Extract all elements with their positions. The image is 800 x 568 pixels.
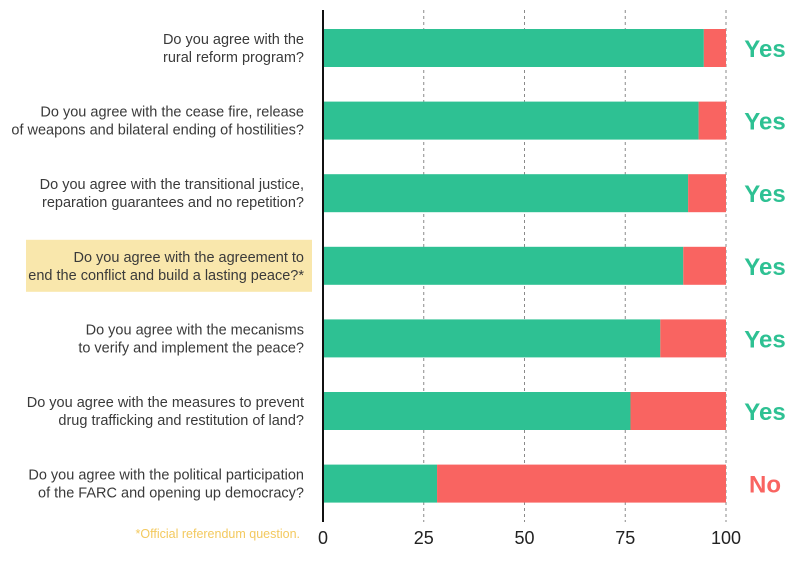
- bar-no: [688, 174, 726, 213]
- x-tick-label: 75: [615, 528, 635, 548]
- question-label: Do you agree with the rural reform progra…: [163, 32, 304, 66]
- bar-no: [698, 101, 726, 140]
- bar-yes: [323, 319, 661, 358]
- verdict-label: Yes: [744, 399, 785, 426]
- bar-yes: [323, 174, 689, 213]
- bar-no: [703, 29, 726, 67]
- verdict-label: Yes: [744, 36, 785, 63]
- verdict-label: Yes: [744, 181, 785, 208]
- verdict-label: Yes: [744, 109, 785, 136]
- bar-yes: [323, 101, 699, 140]
- bar-no: [437, 464, 726, 503]
- verdict-label: No: [749, 472, 781, 499]
- bar-no: [660, 319, 726, 358]
- question-label: Do you agree with the agreement to end th…: [28, 250, 304, 284]
- bar-yes: [323, 392, 631, 430]
- x-tick-label: 100: [711, 528, 741, 548]
- verdict-label: Yes: [744, 326, 785, 353]
- bar-no: [683, 246, 726, 285]
- bar-yes: [323, 29, 704, 67]
- question-label: Do you agree with the transitional justi…: [40, 177, 304, 211]
- x-tick-label: 0: [318, 528, 328, 548]
- question-label: Do you agree with the measures to preven…: [27, 395, 304, 429]
- x-tick-label: 25: [414, 528, 434, 548]
- bar-no: [630, 392, 726, 430]
- highlight-box: [26, 239, 312, 292]
- bar-yes: [323, 246, 684, 285]
- question-label: Do you agree with the cease fire, releas…: [11, 105, 304, 139]
- bar-yes: [323, 464, 438, 503]
- verdict-label: Yes: [744, 254, 785, 281]
- question-label: Do you agree with the mecanisms to verify…: [78, 322, 304, 356]
- x-tick-label: 50: [514, 528, 534, 548]
- footnote: *Official referendum question.: [136, 527, 300, 541]
- question-label: Do you agree with the political particip…: [28, 468, 304, 502]
